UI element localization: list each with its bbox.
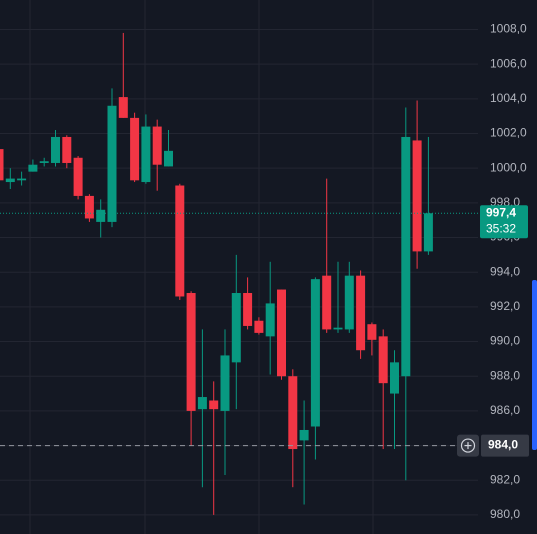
candle-body — [51, 136, 60, 163]
candle-body — [310, 279, 320, 427]
candle-body — [299, 429, 309, 441]
candle-body — [141, 126, 151, 183]
crosshair-add-icon — [460, 438, 476, 453]
candle-body — [152, 126, 162, 165]
candle-body — [378, 336, 388, 384]
vertical-grid — [29, 0, 374, 534]
candle-body — [164, 150, 173, 167]
candle-body — [209, 400, 219, 410]
candle-body — [62, 136, 72, 163]
candle-body — [412, 140, 422, 252]
y-tick-label: 986,0 — [490, 403, 520, 417]
candle-body — [5, 178, 15, 183]
candle-body — [333, 327, 343, 330]
candle-body — [401, 136, 411, 377]
y-tick-label: 992,0 — [490, 299, 520, 313]
candle-body — [130, 117, 140, 181]
candle-body — [344, 275, 354, 330]
candle-body — [186, 293, 196, 411]
candle-body — [96, 209, 106, 222]
candle-body — [322, 275, 332, 330]
y-tick-label: 988,0 — [490, 368, 520, 382]
last-price-label: 997,4 — [486, 205, 516, 219]
countdown-label: 35:32 — [486, 221, 516, 235]
y-tick-label: 982,0 — [490, 472, 520, 486]
candle-body — [17, 178, 27, 181]
crosshair-box — [481, 434, 529, 457]
candle-body — [423, 213, 433, 252]
candle-body — [231, 293, 241, 363]
scrollbar[interactable] — [532, 280, 537, 450]
candle-body — [390, 362, 399, 394]
candle-body — [254, 320, 264, 333]
y-tick-label: 1006,0 — [490, 56, 527, 70]
last-price-box — [480, 205, 528, 239]
candle-body — [107, 105, 117, 222]
y-tick-label: 1004,0 — [490, 91, 527, 105]
y-tick-label: 980,0 — [490, 507, 520, 521]
y-tick-label: 994,0 — [490, 264, 520, 278]
candle-body — [73, 157, 83, 196]
candle-body — [288, 376, 298, 450]
crosshair-label: 984,0 — [488, 438, 518, 452]
candle-body — [356, 275, 366, 351]
candle-body — [220, 355, 230, 411]
candle-body — [175, 185, 185, 297]
y-tick-label: 1002,0 — [490, 126, 527, 140]
y-tick-label: 1000,0 — [490, 160, 527, 174]
candle-body — [243, 293, 253, 326]
candle-body — [84, 195, 94, 219]
candle-body — [0, 149, 4, 181]
y-tick-label: 1008,0 — [490, 22, 527, 36]
y-tick-label: 990,0 — [490, 334, 520, 348]
candle-body — [39, 161, 49, 163]
candle-body — [28, 164, 38, 172]
candle-body — [118, 97, 128, 118]
candle-body — [197, 397, 207, 410]
candle-body — [265, 303, 275, 337]
candle-body — [367, 324, 377, 340]
candle-body — [277, 289, 286, 377]
